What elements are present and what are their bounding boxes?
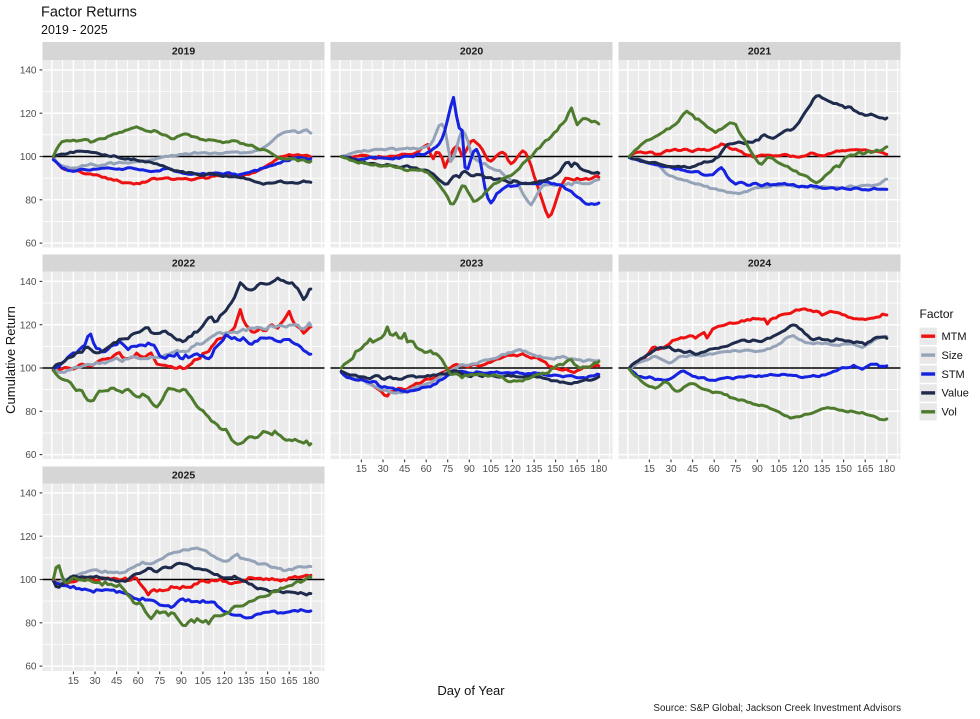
svg-text:120: 120 [20,320,37,331]
svg-text:165: 165 [569,464,586,475]
svg-text:60: 60 [709,464,721,475]
svg-text:135: 135 [238,676,255,687]
svg-text:90: 90 [464,464,476,475]
svg-text:80: 80 [25,195,37,206]
svg-text:150: 150 [835,464,852,475]
svg-text:150: 150 [547,464,564,475]
svg-text:2022: 2022 [172,258,196,270]
svg-text:105: 105 [483,464,500,475]
svg-text:105: 105 [771,464,788,475]
svg-text:90: 90 [176,676,188,687]
svg-text:2020: 2020 [460,46,484,58]
svg-text:120: 120 [216,676,233,687]
svg-text:Vol: Vol [942,407,957,419]
svg-text:120: 120 [504,464,521,475]
svg-text:180: 180 [590,464,607,475]
svg-text:120: 120 [792,464,809,475]
svg-text:Factor Returns: Factor Returns [41,5,137,21]
svg-text:30: 30 [377,464,389,475]
svg-text:STM: STM [942,369,965,381]
svg-text:180: 180 [878,464,895,475]
svg-text:2025: 2025 [172,470,196,482]
svg-text:45: 45 [687,464,699,475]
svg-text:2024: 2024 [748,258,772,270]
svg-text:15: 15 [68,676,80,687]
svg-text:2019 - 2025: 2019 - 2025 [41,23,108,37]
svg-text:30: 30 [89,676,101,687]
svg-text:Size: Size [942,350,963,362]
svg-text:Cumulative Return: Cumulative Return [3,306,18,414]
svg-text:2021: 2021 [748,46,772,58]
svg-text:Day of Year: Day of Year [437,683,505,698]
svg-text:100: 100 [20,364,37,375]
svg-text:80: 80 [25,407,37,418]
svg-text:135: 135 [814,464,831,475]
svg-text:165: 165 [857,464,874,475]
svg-text:60: 60 [25,450,37,461]
svg-text:135: 135 [526,464,543,475]
svg-text:75: 75 [442,464,454,475]
svg-text:Value: Value [942,388,969,400]
svg-text:80: 80 [25,618,37,629]
svg-text:60: 60 [25,662,37,673]
svg-text:45: 45 [111,676,123,687]
svg-text:MTM: MTM [942,331,967,343]
svg-text:150: 150 [259,676,276,687]
svg-text:75: 75 [730,464,742,475]
svg-text:120: 120 [20,109,37,120]
svg-text:45: 45 [399,464,411,475]
svg-text:165: 165 [281,676,298,687]
svg-text:120: 120 [20,532,37,543]
svg-text:100: 100 [20,152,37,163]
svg-text:Factor: Factor [920,307,954,321]
svg-text:140: 140 [20,489,37,500]
svg-text:90: 90 [752,464,764,475]
svg-text:140: 140 [20,277,37,288]
svg-text:105: 105 [195,676,212,687]
svg-text:60: 60 [421,464,433,475]
svg-text:2019: 2019 [172,46,196,58]
svg-text:2023: 2023 [460,258,484,270]
svg-text:30: 30 [665,464,677,475]
svg-text:140: 140 [20,66,37,77]
svg-text:60: 60 [133,676,145,687]
svg-text:60: 60 [25,239,37,250]
svg-text:Source: S&P Global; Jackson Cr: Source: S&P Global; Jackson Creek Invest… [653,703,901,714]
svg-text:75: 75 [154,676,166,687]
svg-text:15: 15 [356,464,368,475]
svg-text:100: 100 [20,575,37,586]
svg-text:15: 15 [644,464,656,475]
svg-text:180: 180 [302,676,319,687]
